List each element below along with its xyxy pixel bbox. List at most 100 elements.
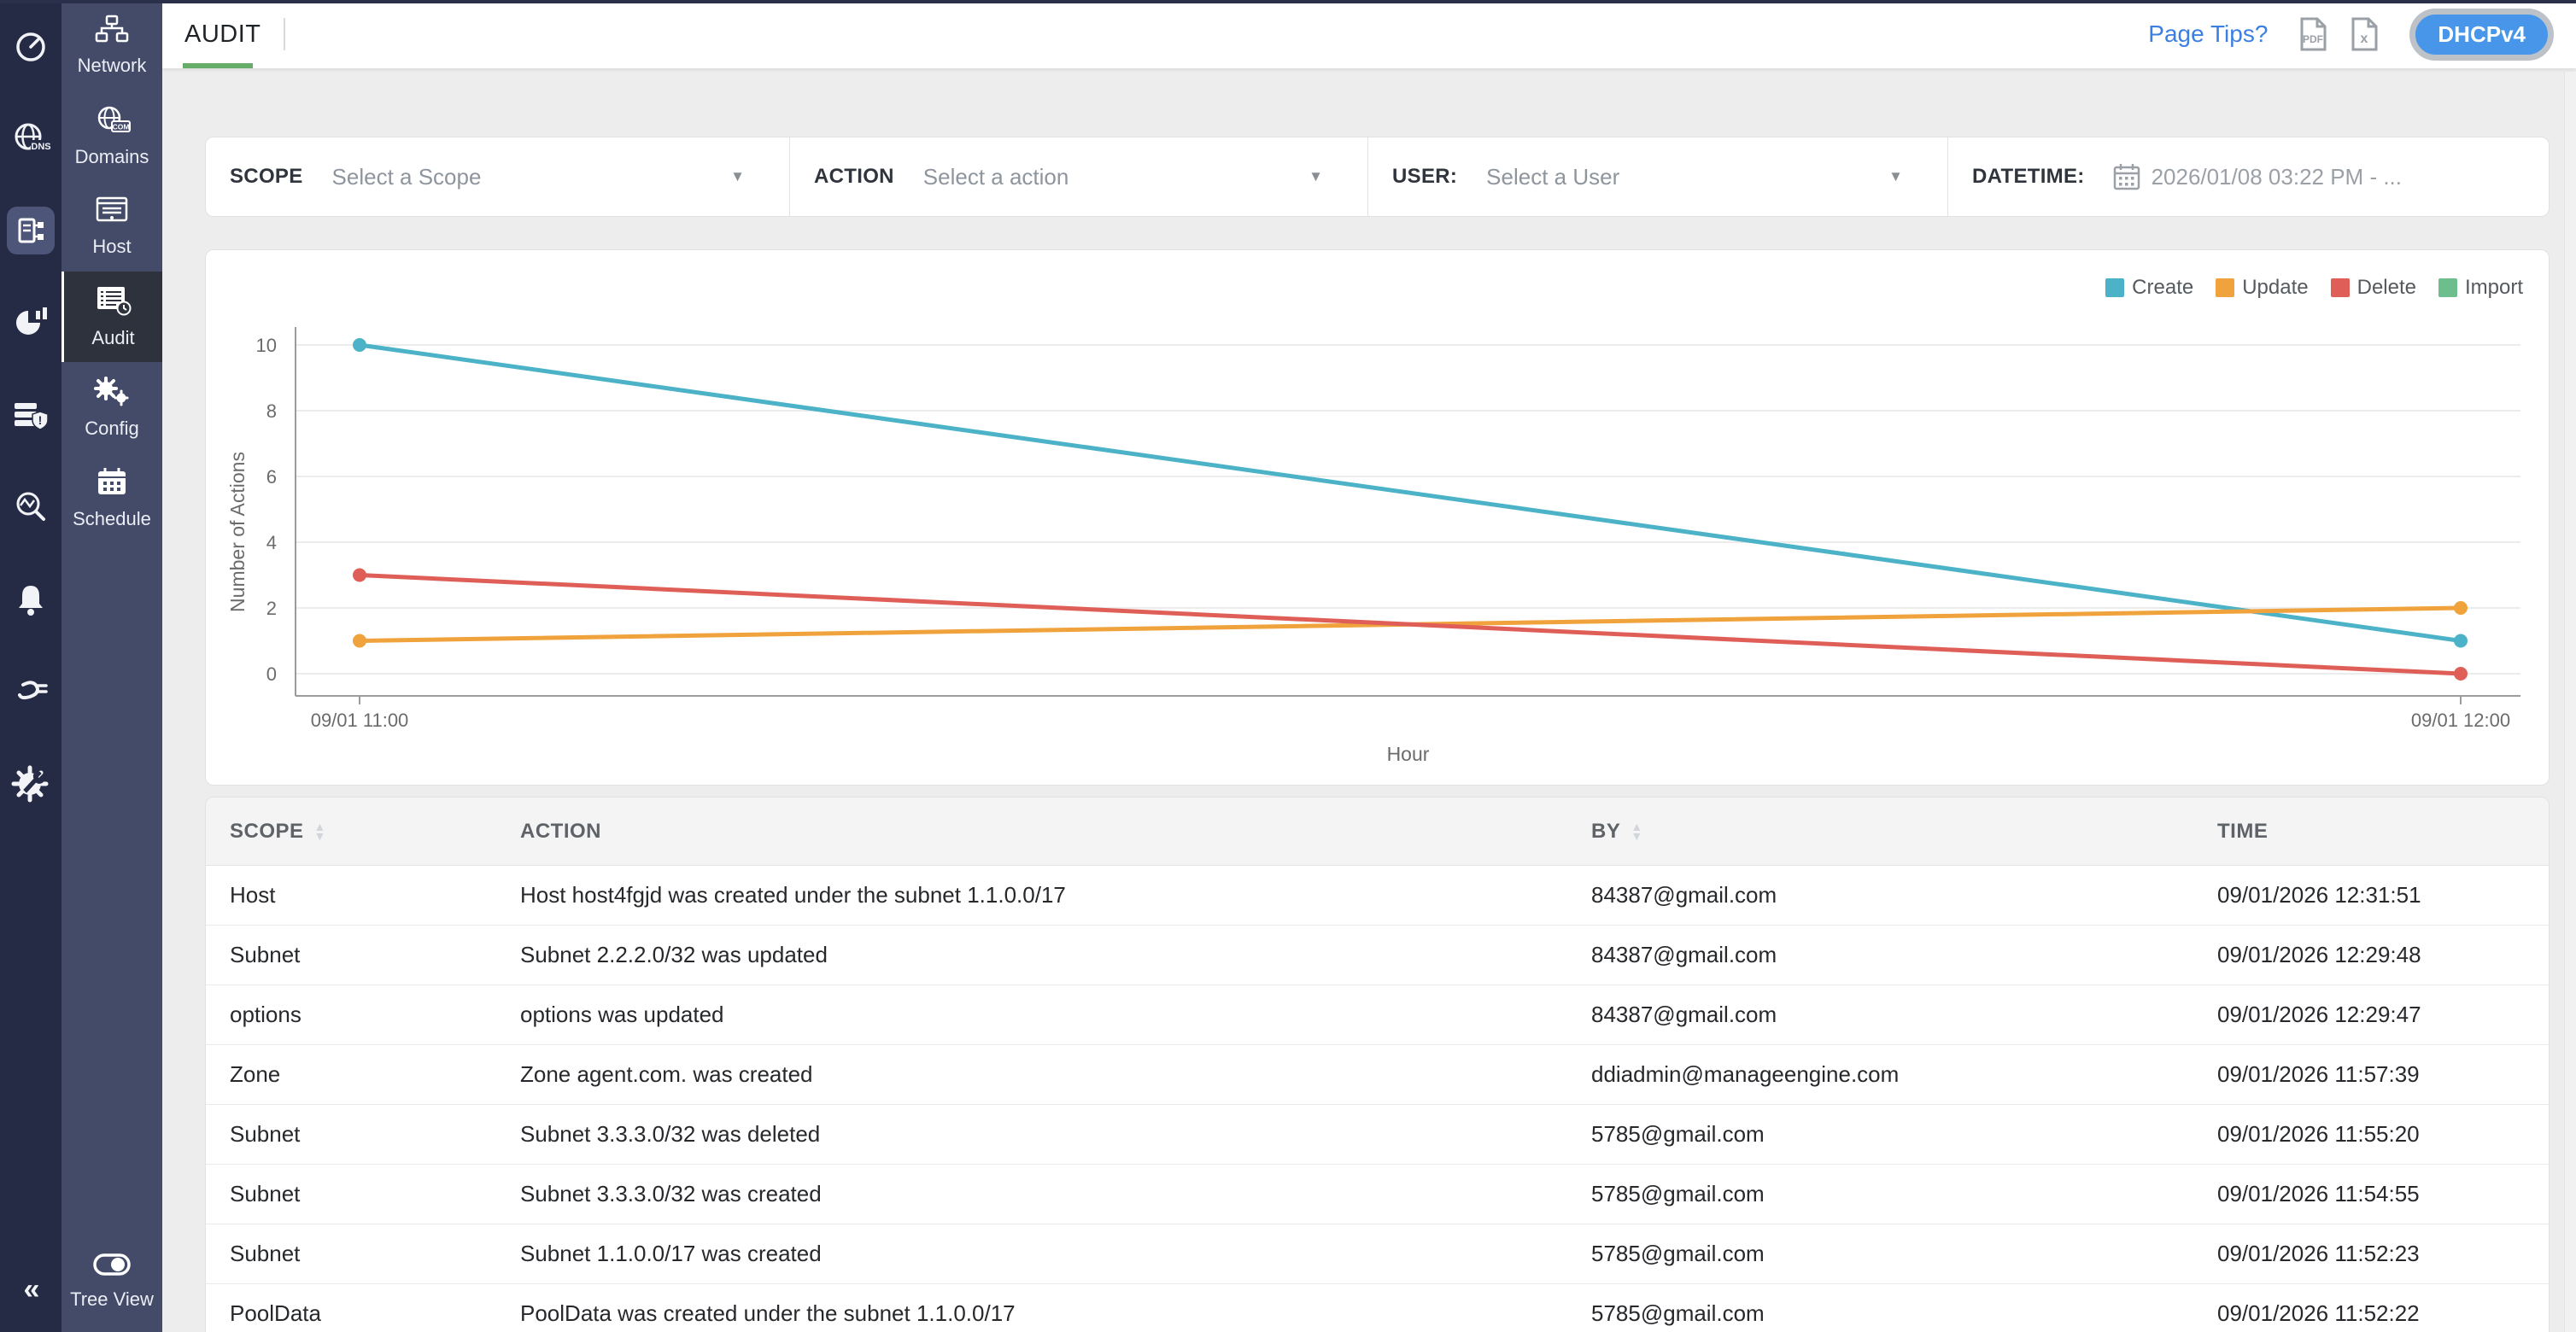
data-point-create[interactable] <box>2454 634 2468 648</box>
page-tips-link[interactable]: Page Tips? <box>2148 20 2269 47</box>
data-point-update[interactable] <box>2454 601 2468 615</box>
user-filter-label: USER: <box>1392 165 1458 188</box>
legend-item-create[interactable]: Create <box>2105 276 2193 300</box>
sidebar-item-tree-view[interactable]: Tree View <box>61 1230 162 1332</box>
svg-text:!: ! <box>38 413 43 427</box>
audit-chart-card: Create Update Delete Import 0 2 4 6 8 10 09/01 11… <box>205 249 2550 786</box>
table-row: Subnet Subnet 2.2.2.0/32 was updated 84387… <box>206 926 2549 985</box>
user-filter[interactable]: USER: Select a User ▼ <box>1367 137 1947 216</box>
chevron-down-icon[interactable]: ▼ <box>1308 168 1323 184</box>
svg-text:x: x <box>2361 32 2368 46</box>
table-row: Zone Zone agent.com. was created ddiadmin@… <box>206 1045 2549 1105</box>
data-point-delete[interactable] <box>2454 667 2468 681</box>
svg-text:PDF: PDF <box>2303 33 2323 45</box>
sidebar-item-label: Network <box>77 54 147 76</box>
discovery-search-icon[interactable] <box>0 461 61 553</box>
tab-audit[interactable]: AUDIT <box>171 0 278 68</box>
reports-pie-icon[interactable] <box>0 277 61 369</box>
data-point-delete[interactable] <box>353 568 366 582</box>
active-icon-highlight <box>7 207 55 254</box>
column-header-by[interactable]: BY ▲ ▼ <box>1591 820 2217 844</box>
y-tick-label: 0 <box>266 663 277 685</box>
cell-time: 09/01/2026 11:52:23 <box>2217 1241 2420 1266</box>
config-icon <box>94 376 130 411</box>
legend-item-import[interactable]: Import <box>2438 276 2523 300</box>
excel-export-icon[interactable]: x <box>2348 15 2380 53</box>
cell-action: Host host4fgjd was created under the sub… <box>520 882 1066 908</box>
cell-action: Zone agent.com. was created <box>520 1061 813 1087</box>
legend-label: Delete <box>2356 276 2416 299</box>
scope-filter-label: SCOPE <box>230 165 303 188</box>
table-row: Subnet Subnet 3.3.3.0/32 was created 5785@… <box>206 1165 2549 1224</box>
cell-action: Subnet 1.1.0.0/17 was created <box>520 1241 822 1266</box>
cell-by: 5785@gmail.com <box>1591 1121 1765 1147</box>
cell-action: PoolData was created under the subnet 1.… <box>520 1300 1016 1326</box>
series-line-delete <box>357 573 2463 676</box>
page-title: AUDIT <box>184 20 261 48</box>
y-axis-title: Number of Actions <box>226 452 249 612</box>
cell-time: 09/01/2026 12:29:47 <box>2217 1002 2421 1027</box>
main-content: SCOPE Select a Scope ▼ ACTION Select a a… <box>162 68 2576 1332</box>
column-header-scope[interactable]: SCOPE ▲ ▼ <box>230 820 520 844</box>
sidebar-item-audit[interactable]: Audit <box>61 272 162 362</box>
sort-icon[interactable]: ▲ ▼ <box>313 819 326 843</box>
dashboard-gauge-icon[interactable] <box>0 0 61 92</box>
ipam-document-icon[interactable] <box>0 184 61 277</box>
settings-wrench-icon[interactable] <box>0 738 61 830</box>
protocol-toggle-button[interactable]: DHCPv4 <box>2409 8 2554 61</box>
legend-item-update[interactable]: Update <box>2216 276 2309 300</box>
vertical-scrollbar[interactable] <box>2564 72 2576 1332</box>
collapse-chevrons-icon[interactable]: « <box>23 1272 40 1306</box>
legend-swatch <box>2216 278 2235 297</box>
sidebar-item-config[interactable]: Config <box>61 362 162 453</box>
cell-by: 84387@gmail.com <box>1591 1002 1777 1027</box>
data-point-create[interactable] <box>353 338 366 352</box>
cell-scope: PoolData <box>230 1300 321 1326</box>
chevron-down-icon[interactable]: ▼ <box>730 168 745 184</box>
table-row: Subnet Subnet 1.1.0.0/17 was created 5785@… <box>206 1224 2549 1284</box>
legend-item-delete[interactable]: Delete <box>2330 276 2416 300</box>
network-icon <box>95 15 129 48</box>
module-menu-sidebar: Network COM Domains Host Audit Config Sc… <box>61 0 162 1332</box>
sort-icon[interactable]: ▲ ▼ <box>1630 819 1643 843</box>
cell-scope: Subnet <box>230 1181 301 1206</box>
legend-label: Import <box>2464 276 2523 299</box>
cell-scope: Subnet <box>230 1241 301 1266</box>
cell-by: 5785@gmail.com <box>1591 1241 1765 1266</box>
datetime-filter[interactable]: DATETIME: 2026/01/08 03:22 PM - ... <box>1947 137 2549 216</box>
cell-by: 5785@gmail.com <box>1591 1181 1765 1206</box>
sidebar-item-domains[interactable]: COM Domains <box>61 91 162 181</box>
calendar-icon <box>2112 161 2141 192</box>
dns-globe-icon[interactable]: DNS <box>0 92 61 184</box>
table-row: options options was updated 84387@gmail.co… <box>206 985 2549 1045</box>
alerts-bell-icon[interactable] <box>0 553 61 646</box>
y-tick-label: 4 <box>266 532 277 553</box>
cell-time: 09/01/2026 11:54:55 <box>2217 1181 2420 1206</box>
pdf-export-icon[interactable]: PDF <box>2297 15 2329 53</box>
sidebar-item-label: Audit <box>91 326 135 348</box>
plugin-icon[interactable] <box>0 646 61 738</box>
sidebar-item-schedule[interactable]: Schedule <box>61 453 162 543</box>
column-header-label: SCOPE <box>230 819 304 843</box>
cell-scope: options <box>230 1002 302 1027</box>
audit-table-body: Host Host host4fgjd was created under the… <box>206 866 2549 1332</box>
x-tick-label: 09/01 12:00 <box>2411 710 2510 731</box>
server-security-icon[interactable]: ! <box>0 369 61 461</box>
host-icon <box>95 196 129 229</box>
legend-label: Create <box>2132 276 2194 299</box>
column-header-action: ACTION <box>520 820 1591 844</box>
scope-filter[interactable]: SCOPE Select a Scope ▼ <box>206 137 789 216</box>
chevron-down-icon[interactable]: ▼ <box>1888 168 1903 184</box>
sidebar-item-network[interactable]: Network <box>61 0 162 91</box>
y-tick-label: 10 <box>256 335 277 356</box>
filter-bar: SCOPE Select a Scope ▼ ACTION Select a a… <box>205 137 2550 217</box>
column-header-label: TIME <box>2217 819 2269 843</box>
action-filter[interactable]: ACTION Select a action ▼ <box>789 137 1367 216</box>
icon-rail-sidebar: DNS ! « <box>0 0 61 1332</box>
data-point-update[interactable] <box>353 634 366 648</box>
sidebar-item-host[interactable]: Host <box>61 181 162 272</box>
audit-table-header: SCOPE ▲ ▼ ACTION BY ▲ ▼ TIME <box>206 797 2549 866</box>
cell-action: Subnet 3.3.3.0/32 was deleted <box>520 1121 821 1147</box>
cell-scope: Host <box>230 882 276 908</box>
cell-scope: Zone <box>230 1061 281 1087</box>
